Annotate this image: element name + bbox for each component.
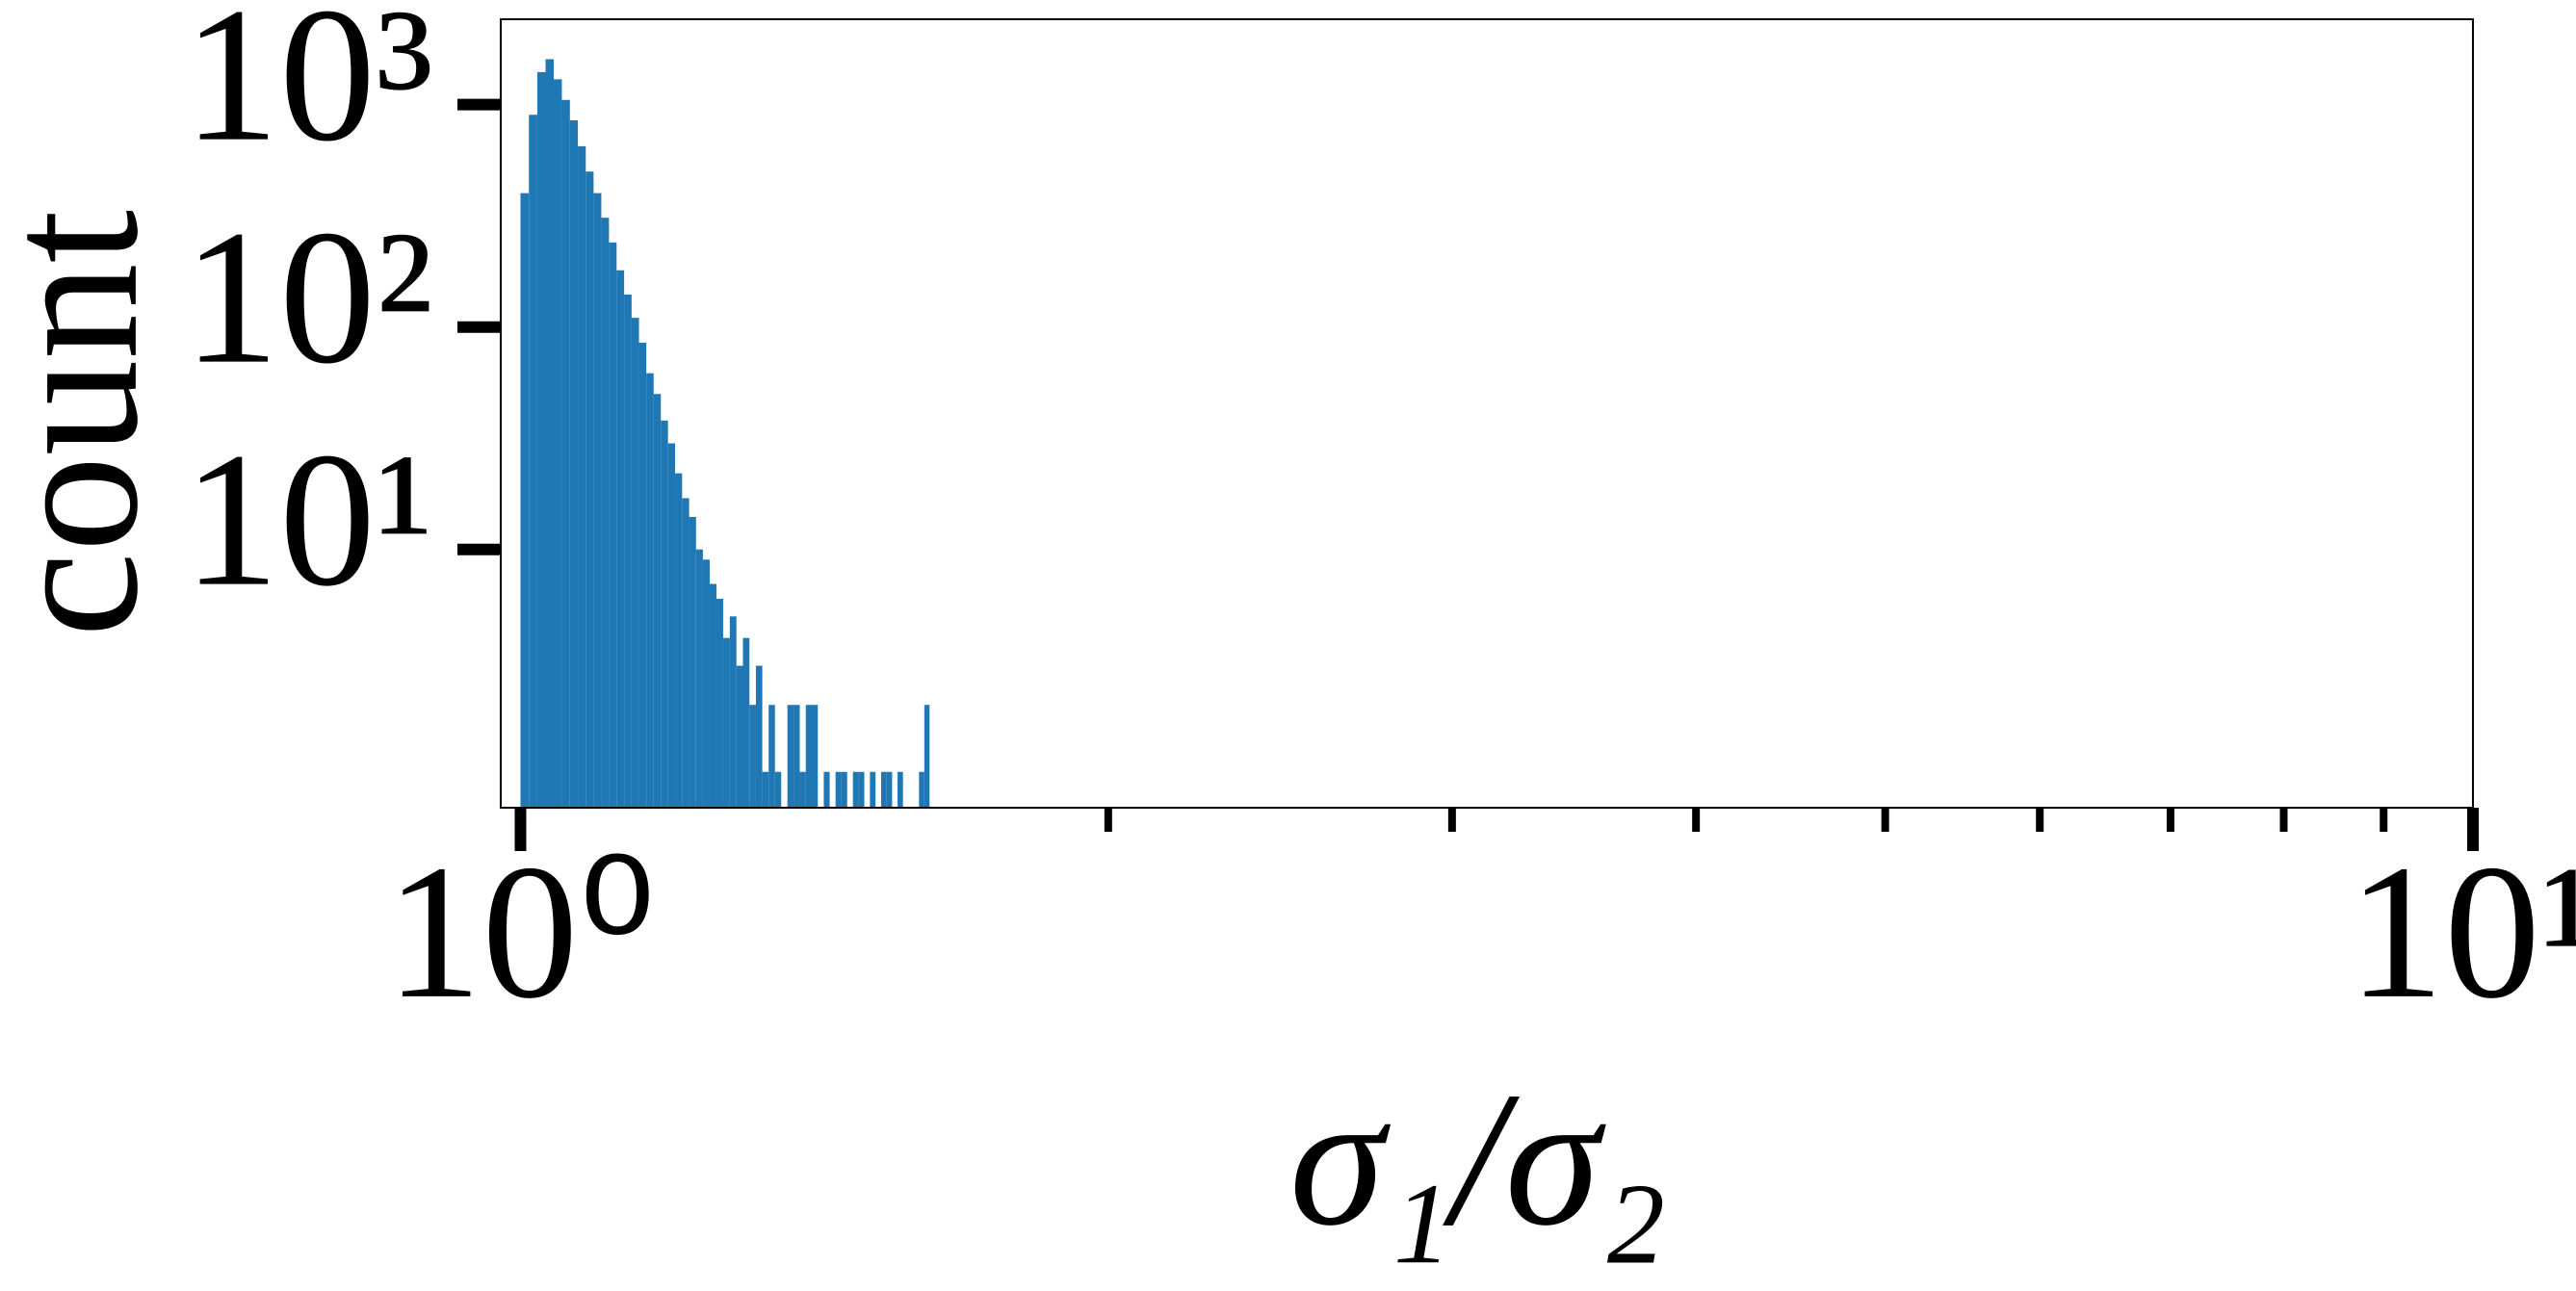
bar	[919, 771, 924, 808]
bar	[722, 637, 730, 808]
bar	[695, 549, 703, 808]
bar	[646, 373, 654, 808]
bar	[616, 270, 625, 808]
bar	[841, 771, 847, 808]
y-tick-label: 10²	[183, 192, 433, 404]
bar	[886, 771, 893, 808]
y-tick-label: 10¹	[183, 414, 433, 627]
bar	[736, 665, 743, 808]
bar	[870, 771, 876, 808]
bar	[601, 218, 610, 809]
bar	[799, 771, 806, 808]
bar	[689, 516, 696, 808]
bar	[898, 771, 903, 808]
bar	[561, 99, 570, 809]
x-axis-label: σ₁/σ₂	[1289, 1053, 1667, 1266]
bar	[823, 771, 830, 808]
bar	[585, 171, 594, 808]
bar	[768, 705, 775, 808]
bar	[812, 705, 819, 808]
bar	[653, 394, 662, 808]
bar	[675, 473, 683, 808]
bar	[774, 771, 782, 808]
x-tick-label: 10¹	[2348, 826, 2576, 1039]
bar	[554, 79, 562, 809]
bar	[702, 559, 710, 808]
x-tick-label: 10⁰	[385, 826, 655, 1039]
y-axis-label: count	[0, 210, 178, 637]
bar	[709, 583, 716, 808]
bar	[742, 637, 750, 808]
plot-frame	[500, 18, 2474, 809]
bar	[609, 242, 617, 808]
bar	[638, 343, 647, 808]
bar	[852, 771, 859, 808]
bar	[624, 294, 632, 808]
bar	[835, 771, 842, 808]
bar	[667, 443, 676, 808]
bar	[762, 771, 769, 808]
bar	[578, 145, 586, 808]
bar	[661, 420, 668, 808]
bar	[536, 71, 546, 809]
bar	[529, 115, 537, 808]
bar	[569, 119, 579, 808]
bar	[520, 193, 530, 809]
bar	[682, 498, 690, 808]
bar	[805, 705, 813, 808]
bar	[593, 193, 602, 809]
bar	[716, 598, 723, 808]
bar	[794, 705, 800, 808]
bar	[631, 318, 639, 808]
bar	[545, 59, 555, 808]
bar	[755, 665, 763, 808]
bar	[787, 705, 794, 808]
bar	[924, 705, 930, 808]
y-tick-label: 10³	[183, 0, 433, 182]
bar	[729, 616, 737, 808]
bar	[880, 771, 887, 808]
bar	[858, 771, 865, 808]
bar	[749, 705, 756, 808]
